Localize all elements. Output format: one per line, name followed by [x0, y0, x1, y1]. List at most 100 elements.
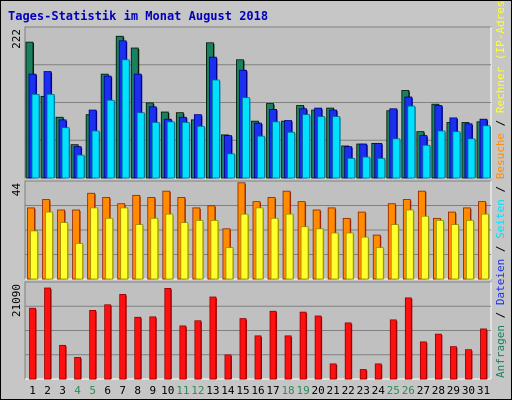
panel-2-bar-rechner-ip-adressen--day-4: [75, 243, 84, 280]
panel-2-bar-rechner-ip-adressen--day-19: [300, 226, 309, 280]
x-tick-label-9: 9: [149, 384, 156, 397]
panel-3-bar-kb-f-day-21: [329, 363, 337, 380]
panel-1-bar-seiten-day-29: [452, 131, 461, 179]
panel-1-bar-seiten-day-13: [212, 79, 220, 179]
panel-1-bar-seiten-day-6: [106, 99, 115, 179]
panel-3-bar-kb-f-day-11: [179, 325, 187, 380]
panel-1-bar-seiten-day-4: [76, 154, 85, 179]
chart-title: Tages-Statistik im Monat August 2018: [8, 9, 269, 23]
panel-2-bar-rechner-ip-adressen--day-23: [360, 236, 369, 280]
panel-1-bar-seiten-day-28: [437, 130, 446, 179]
x-tick-label-14: 14: [221, 384, 235, 397]
panel-1-bar-seiten-day-23: [362, 156, 371, 179]
panel-1-bar-seiten-day-30: [467, 138, 476, 179]
panel-2-bar-rechner-ip-adressen--day-21: [330, 232, 339, 280]
panel-3-bar-kb-f-day-30: [465, 349, 472, 380]
panel-3-bar-kb-f-day-19: [299, 311, 307, 380]
panel-3-bar-kb-f-day-4: [74, 357, 82, 380]
panel-2-ymax-label: 44: [10, 183, 23, 197]
panel-3-bar-kb-f-day-10: [164, 287, 172, 380]
panel-3-ymax-label: 21090: [10, 284, 23, 317]
panel-2-bar-rechner-ip-adressen--day-18: [285, 213, 294, 280]
panel-1-bar-seiten-day-3: [61, 127, 70, 179]
panel-2-bar-rechner-ip-adressen--day-1: [30, 230, 38, 280]
panel-1-bar-seiten-day-8: [136, 112, 145, 179]
panel-3-bar-kb-f-day-16: [254, 335, 262, 380]
panel-3-bar-kb-f-day-18: [284, 335, 292, 380]
x-tick-label-13: 13: [206, 384, 219, 397]
panel-1-bar-seiten-day-7: [121, 59, 130, 179]
panel-3-bar-kb-f-day-17: [269, 310, 277, 380]
panel-1-bar-seiten-day-20: [317, 116, 326, 179]
panel-1-bar-seiten-day-9: [151, 122, 160, 179]
x-tick-label-29: 29: [447, 384, 460, 397]
panel-3-bar-kb-f-day-8: [134, 316, 142, 380]
panel-1-ymax-label: 222: [10, 29, 23, 49]
panel-3-bar-kb-f-day-29: [450, 346, 457, 380]
panel-2-bar-rechner-ip-adressen--day-17: [270, 217, 279, 280]
legend-entry-4: Seiten: [494, 199, 507, 245]
panel-1-bar-seiten-day-27: [422, 144, 431, 179]
panel-3-bar-kb-f-day-7: [119, 294, 127, 380]
x-tick-label-16: 16: [251, 384, 264, 397]
x-tick-label-22: 22: [342, 384, 355, 397]
panel-3-bar-kb-f-day-2: [44, 287, 51, 380]
x-tick-label-31: 31: [477, 384, 490, 397]
x-tick-label-3: 3: [59, 384, 66, 397]
panel-1-bar-seiten-day-18: [287, 131, 295, 179]
panel-3-bar-kb-f-day-15: [239, 318, 247, 380]
panel-1-bar-seiten-day-26: [407, 105, 416, 179]
panel-3-bar-kb-f-day-14: [224, 354, 232, 380]
panel-2-bar-rechner-ip-adressen--day-3: [60, 222, 68, 280]
panel-2-bar-rechner-ip-adressen--day-9: [150, 217, 159, 280]
panel-1-bar-seiten-day-24: [377, 158, 386, 179]
panel-3-bar-kb-f-day-9: [149, 316, 157, 380]
panel-3-bar-kb-f-day-25: [389, 319, 397, 380]
panel-2-bar-rechner-ip-adressen--day-11: [180, 222, 189, 280]
panel-1-bar-seiten-day-12: [196, 126, 205, 179]
right-legend: Anfragen / Dateien / Seiten / Besuche / …: [494, 1, 507, 378]
x-tick-label-5: 5: [89, 384, 96, 397]
panel-2-bar-rechner-ip-adressen--day-29: [451, 224, 459, 280]
panel-1-bar-seiten-day-25: [392, 138, 401, 179]
panel-2-bar-rechner-ip-adressen--day-25: [390, 224, 399, 280]
x-tick-label-21: 21: [327, 384, 340, 397]
panel-1-bar-seiten-day-5: [91, 130, 100, 179]
panel-3-bar-kb-f-day-5: [89, 309, 97, 380]
panel-2-bar-rechner-ip-adressen--day-20: [315, 228, 324, 280]
legend-entry-8: Rechner (IP-Adressen): [494, 1, 507, 120]
panel-2-bar-rechner-ip-adressen--day-5: [90, 207, 99, 280]
panel-3-bar-kb-f-day-24: [374, 363, 382, 380]
panel-2-bar-rechner-ip-adressen--day-16: [255, 207, 264, 280]
legend-entry-0: Anfragen: [494, 325, 507, 378]
panel-3-bar-kb-f-day-22: [344, 322, 352, 380]
x-tick-label-4: 4: [74, 384, 81, 397]
panel-2-bar-rechner-ip-adressen--day-26: [405, 209, 414, 280]
legend-entry-5: /: [494, 186, 507, 199]
panel-1-bar-seiten-day-22: [347, 158, 356, 179]
panel-2-bar-rechner-ip-adressen--day-6: [105, 217, 114, 280]
panel-2-bar-rechner-ip-adressen--day-8: [135, 224, 144, 280]
panel-1-bar-seiten-day-31: [482, 125, 491, 179]
x-tick-label-17: 17: [266, 384, 279, 397]
legend-entry-2: Dateien: [494, 259, 507, 312]
x-tick-label-7: 7: [119, 384, 126, 397]
x-tick-label-12: 12: [191, 384, 204, 397]
panel-1-bar-seiten-day-11: [181, 122, 190, 179]
panel-1-bar-seiten-day-15: [242, 97, 250, 179]
legend-entry-3: /: [494, 246, 507, 259]
legend-entry-6: Besuche: [494, 133, 507, 186]
panel-2-bar-rechner-ip-adressen--day-27: [420, 215, 429, 280]
panel-1-bar-seiten-day-10: [166, 121, 175, 179]
x-tick-label-8: 8: [134, 384, 141, 397]
panel-2-bar-rechner-ip-adressen--day-12: [195, 220, 204, 280]
panel-3-bar-kb-f-day-26: [404, 297, 412, 380]
panel-3-bar-kb-f-day-1: [29, 307, 36, 380]
panel-2-bar-rechner-ip-adressen--day-31: [481, 213, 489, 280]
panel-2-bar-rechner-ip-adressen--day-28: [435, 220, 444, 280]
x-tick-label-27: 27: [417, 384, 430, 397]
legend-entry-1: /: [494, 312, 507, 325]
panel-3-bar-kb-f-day-28: [434, 333, 442, 380]
